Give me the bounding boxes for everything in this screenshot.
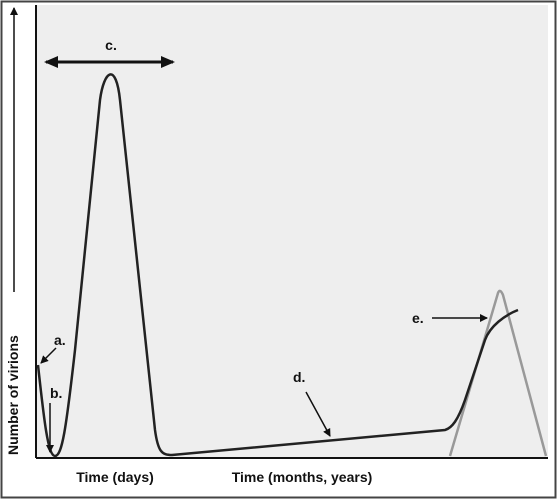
arrow bbox=[305, 391, 331, 437]
annotation-label: a. bbox=[54, 332, 66, 348]
annotation-label: e. bbox=[412, 310, 424, 326]
annotation-label: b. bbox=[50, 385, 62, 401]
annotation-label: d. bbox=[293, 369, 305, 385]
x-axis-label: Time (months, years) bbox=[232, 469, 373, 485]
gray-curve bbox=[448, 289, 548, 457]
annotation-label: c. bbox=[105, 37, 117, 53]
x-axis-label: Time (days) bbox=[76, 469, 154, 485]
y-axis-label: Number of virions bbox=[5, 335, 21, 455]
virion-curve bbox=[36, 73, 519, 458]
plot-area bbox=[36, 5, 548, 458]
arrow bbox=[40, 347, 57, 364]
